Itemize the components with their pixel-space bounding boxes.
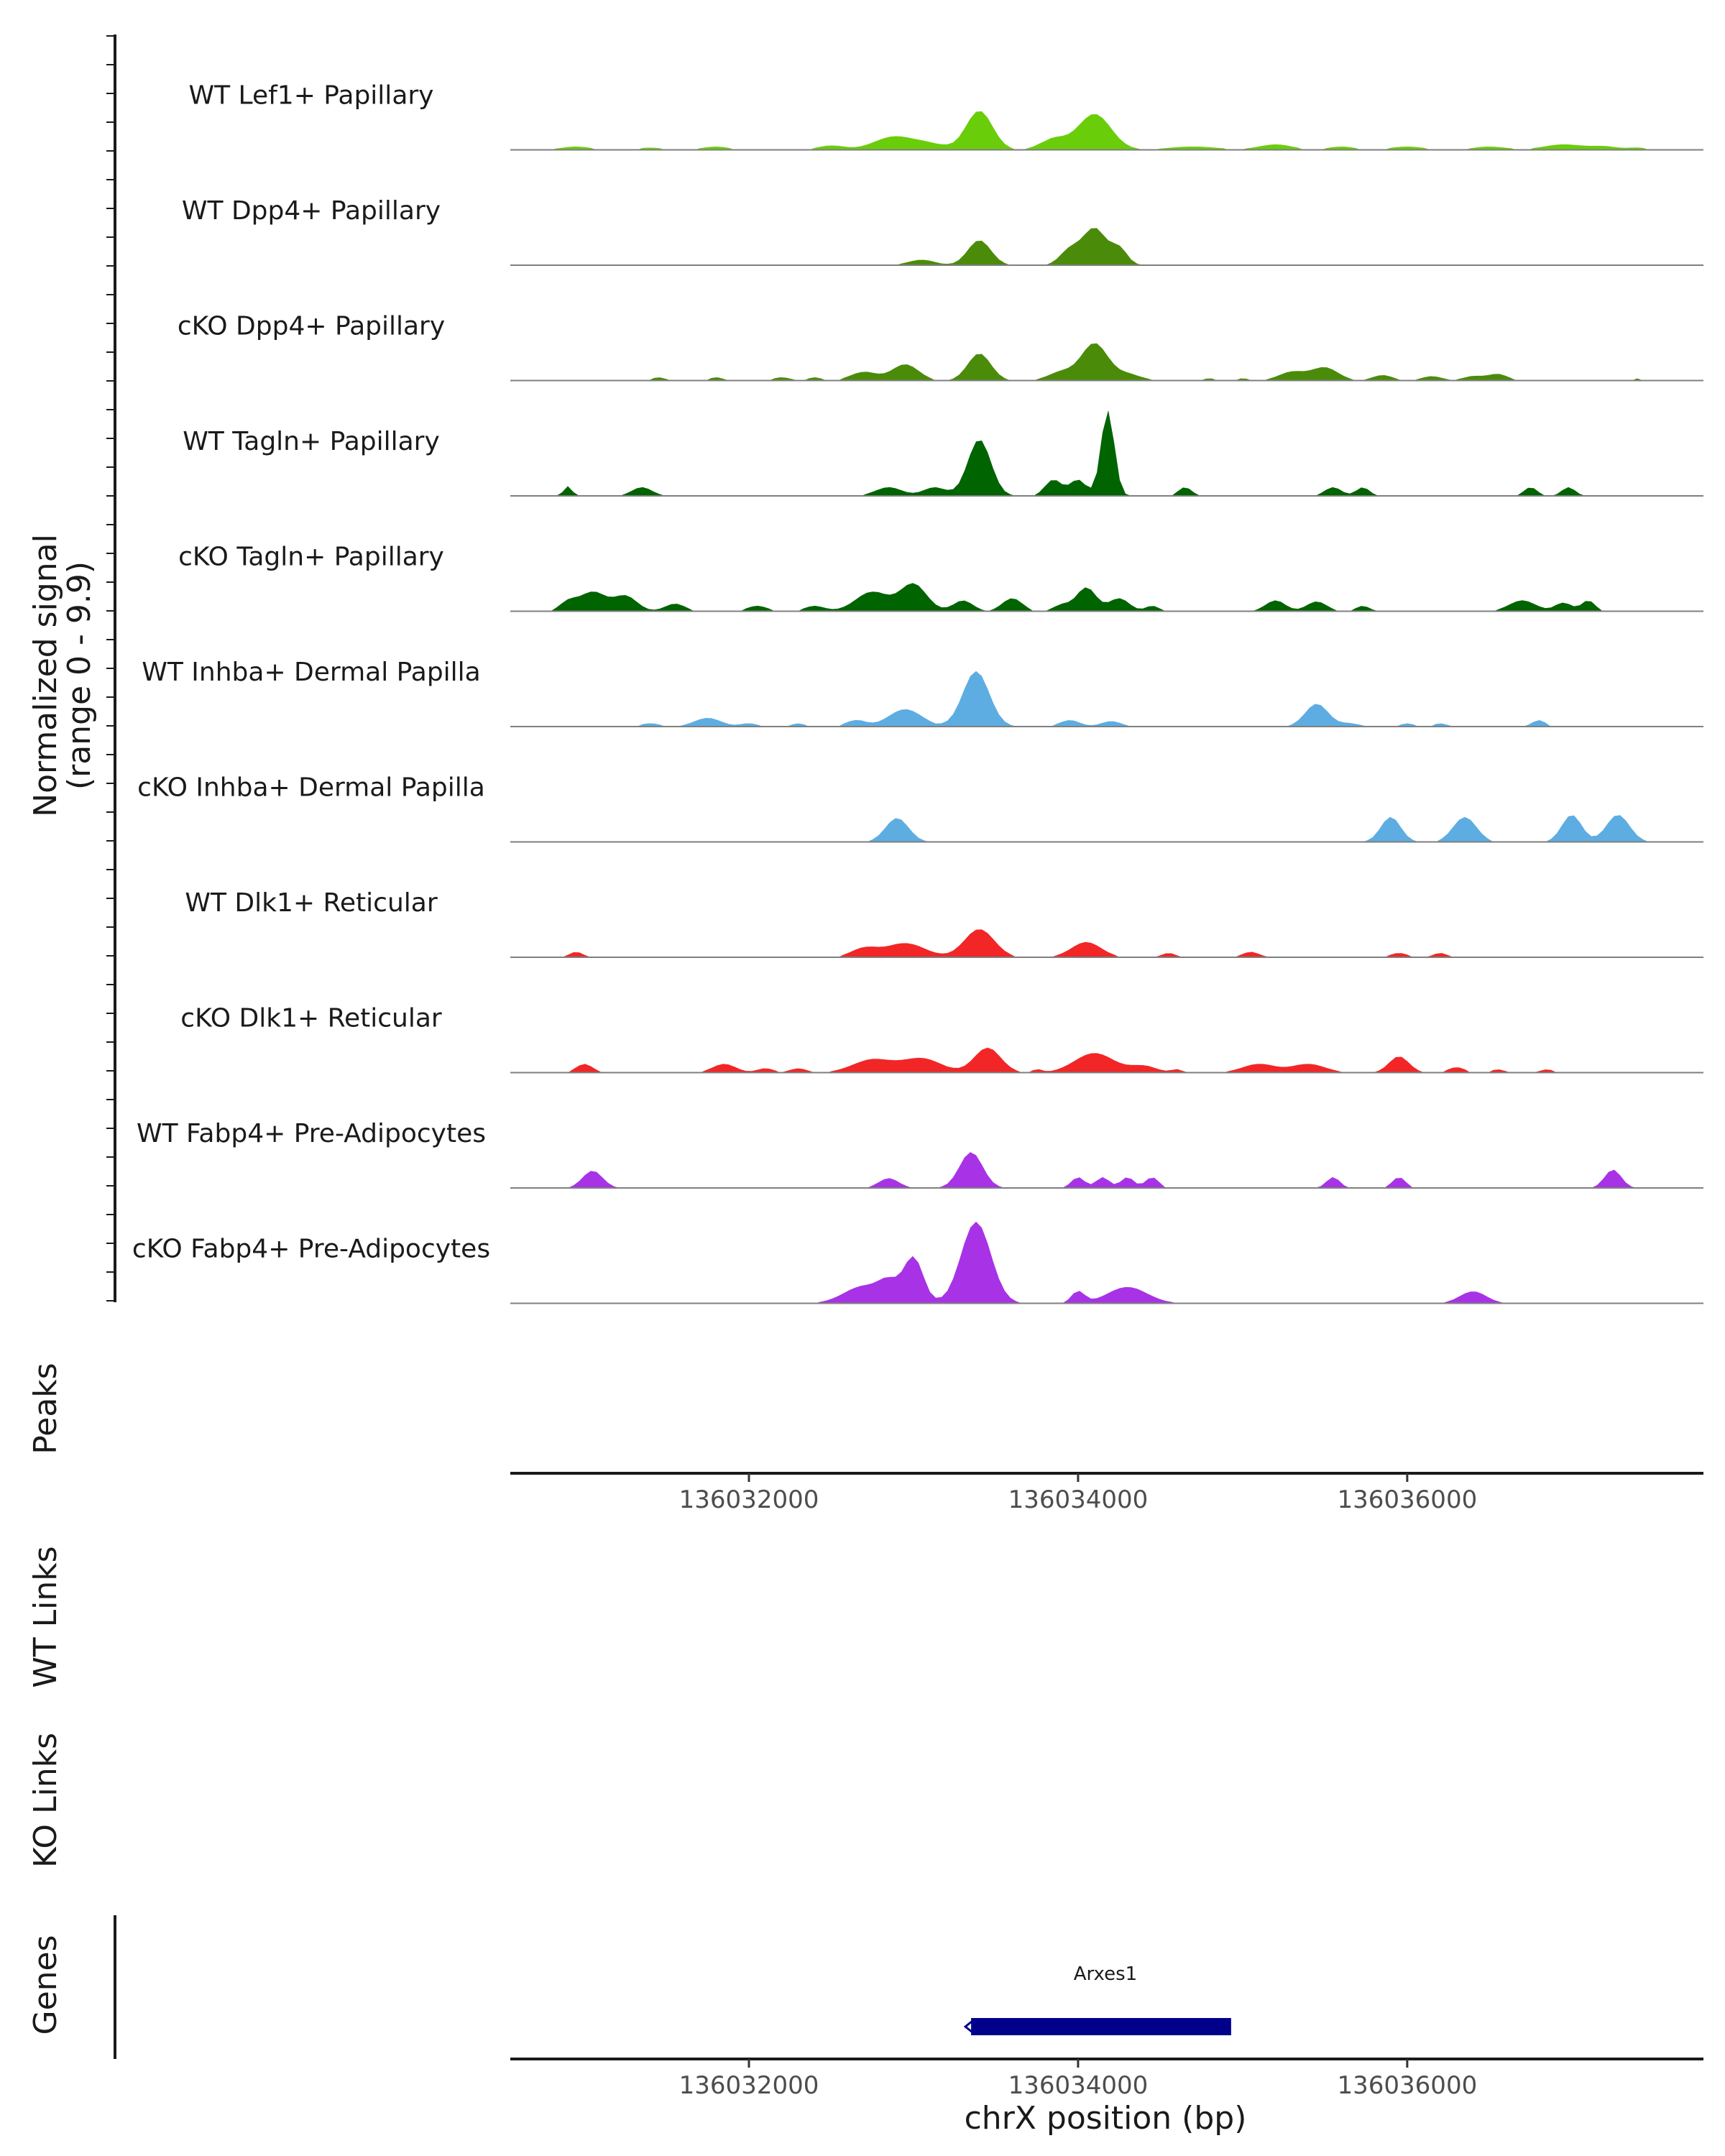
genes-x-ticks: 136032000 136034000 136036000 (679, 2059, 1478, 2100)
track-label: WT Dpp4+ Papillary (182, 196, 441, 226)
x-axis-title: chrX position (bp) (965, 2100, 1247, 2137)
track-label: cKO Fabp4+ Pre-Adipocytes (132, 1235, 490, 1264)
track-signal-area (510, 815, 1703, 842)
track-label: cKO Dpp4+ Papillary (178, 312, 445, 341)
track-signal-area (510, 343, 1703, 381)
track-10: cKO Fabp4+ Pre-Adipocytes (132, 1221, 1703, 1304)
track-signal-area (510, 583, 1703, 612)
genes-label: Genes (27, 1935, 64, 2035)
track-4: cKO Tagln+ Papillary (178, 543, 1703, 612)
track-0: WT Lef1+ Papillary (189, 81, 1703, 151)
track-label: WT Tagln+ Papillary (183, 427, 440, 456)
track-signal-area (510, 410, 1703, 496)
track-8: cKO Dlk1+ Reticular (180, 1004, 1703, 1074)
x-tick-label: 136032000 (679, 1485, 819, 1514)
track-label: WT Inhba+ Dermal Papilla (142, 658, 480, 687)
ko-links-label: KO Links (27, 1733, 64, 1868)
gene-body (971, 2018, 1231, 2035)
x-tick-label: 136036000 (1338, 2071, 1478, 2100)
track-label: cKO Dlk1+ Reticular (180, 1004, 442, 1033)
track-label: cKO Inhba+ Dermal Papilla (137, 773, 485, 803)
track-signal-area (510, 1221, 1703, 1304)
x-tick-label: 136032000 (679, 2071, 819, 2100)
gene-track (963, 2018, 1231, 2035)
x-tick-label: 136036000 (1338, 1485, 1478, 1514)
track-signal-area (510, 1152, 1703, 1188)
track-signal-area (510, 228, 1703, 265)
track-signal-area (510, 671, 1703, 727)
track-signal-area (510, 929, 1703, 957)
track-6: cKO Inhba+ Dermal Papilla (137, 773, 1703, 843)
gene-label: Arxes1 (1074, 1963, 1137, 1985)
track-signal-area (510, 1047, 1703, 1073)
track-label: WT Dlk1+ Reticular (185, 888, 437, 918)
track-1: WT Dpp4+ Papillary (182, 196, 1703, 266)
x-tick-label: 136034000 (1008, 1485, 1149, 1514)
wt-links-label: WT Links (27, 1546, 64, 1687)
y-axis-range: (range 0 - 9.9) (61, 561, 98, 790)
track-signal-area (510, 111, 1703, 150)
signal-y-ticks (106, 35, 115, 1302)
track-2: cKO Dpp4+ Papillary (178, 312, 1703, 382)
track-label: WT Fabp4+ Pre-Adipocytes (137, 1119, 486, 1148)
track-9: WT Fabp4+ Pre-Adipocytes (137, 1119, 1703, 1189)
peaks-x-ticks: 136032000 136034000 136036000 (679, 1473, 1478, 1514)
track-7: WT Dlk1+ Reticular (185, 888, 1703, 958)
track-3: WT Tagln+ Papillary (183, 410, 1703, 497)
peaks-label: Peaks (27, 1363, 64, 1454)
gene-strand-arrow (963, 2019, 974, 2034)
x-tick-label: 136034000 (1008, 2071, 1149, 2100)
track-label: cKO Tagln+ Papillary (178, 543, 444, 572)
y-axis-title: Normalized signal (27, 534, 64, 817)
signal-tracks: WT Lef1+ Papillary WT Dpp4+ Papillary cKO … (132, 81, 1703, 1304)
track-5: WT Inhba+ Dermal Papilla (142, 658, 1703, 727)
track-label: WT Lef1+ Papillary (189, 81, 434, 111)
